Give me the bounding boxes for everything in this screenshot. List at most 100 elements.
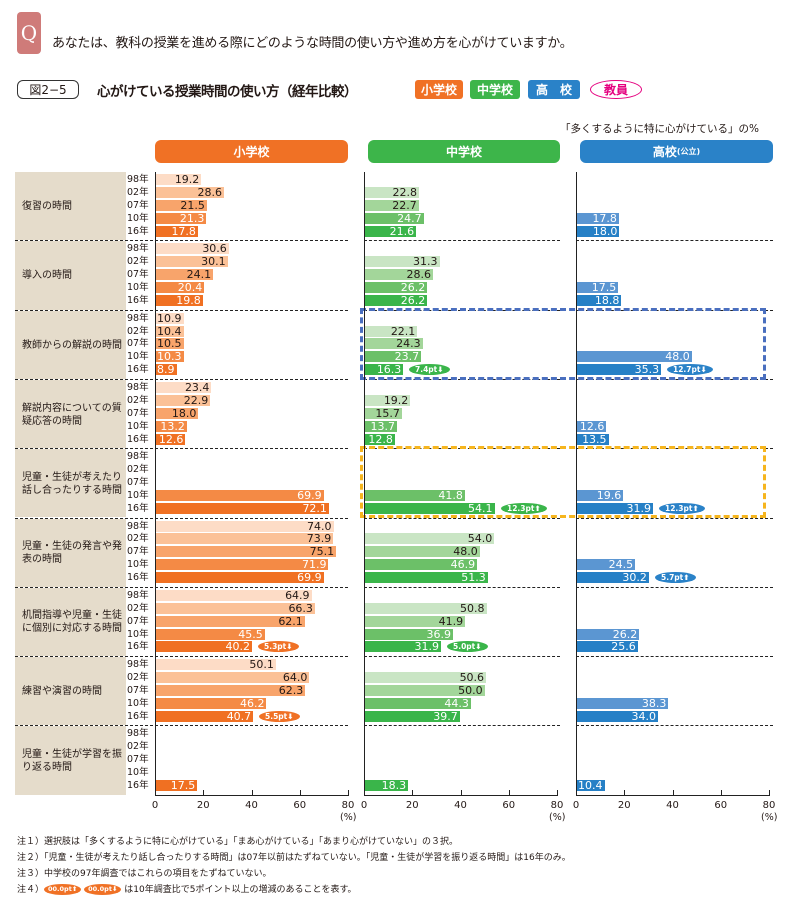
x-tick — [557, 790, 558, 795]
x-tick-label: 60 — [714, 800, 728, 811]
category-label: 教師からの解説の時間 — [22, 339, 122, 351]
category-label: 導入の時間 — [22, 270, 72, 282]
column-header-label: 小学校 — [233, 145, 270, 159]
year-label: 02年 — [127, 256, 149, 268]
x-tick — [412, 790, 414, 795]
bar-m-02: 22.8 — [364, 186, 419, 198]
figure-number: 図2−5 — [17, 80, 79, 99]
year-label: 07年 — [127, 684, 149, 696]
bar-m-07: 28.6 — [364, 269, 433, 281]
year-label: 16年 — [127, 641, 149, 653]
bar-m-16: 12.8 — [364, 433, 395, 445]
x-tick-label: 20 — [196, 800, 210, 811]
bar-e-07: 62.1 — [155, 615, 305, 627]
bar-e-02: 30.1 — [155, 256, 228, 268]
year-label: 16年 — [127, 433, 149, 445]
note-1: 注１）選択肢は「多くするように特に心がけている」「まあ心がけている」「あまり心が… — [17, 837, 459, 847]
highlight-box-blue — [360, 307, 766, 380]
category-label: 復習の時間 — [22, 201, 72, 213]
x-tick-label: 60 — [293, 800, 307, 811]
year-label: 10年 — [127, 559, 149, 571]
bar-e-98: 23.4 — [155, 381, 212, 393]
bar-m-16: 18.3 — [364, 780, 409, 791]
notes: 注１）選択肢は「多くするように特に心がけている」「まあ心がけている」「あまり心が… — [17, 834, 571, 898]
x-tick-label: 40 — [245, 800, 258, 811]
bar-m-16: 54.1 — [364, 502, 495, 514]
bar-e-02: 66.3 — [155, 602, 315, 614]
row-separator — [15, 725, 348, 727]
bar-m-10: 26.2 — [364, 282, 428, 293]
x-tick — [460, 790, 462, 795]
x-tick-label: 80 — [550, 800, 564, 811]
x-tick-label: 60 — [502, 800, 516, 811]
bar-h-16: 30.2 — [576, 572, 649, 584]
year-label: 10年 — [127, 767, 149, 779]
bar-h-16: 18.0 — [576, 225, 620, 237]
year-label: 02年 — [127, 602, 149, 614]
year-label: 98年 — [127, 728, 149, 740]
year-label: 98年 — [127, 381, 149, 393]
year-label: 07年 — [127, 615, 149, 627]
bar-e-16: 72.1 — [155, 502, 329, 514]
bar-h-16: 18.8 — [576, 294, 622, 306]
bar-e-16: 40.2 — [155, 641, 252, 653]
year-label: 10年 — [127, 351, 149, 363]
year-label: 10年 — [127, 489, 149, 501]
bar-h-10: 38.3 — [576, 697, 669, 709]
x-tick — [720, 790, 722, 795]
bar-m-02: 19.2 — [364, 394, 411, 406]
column-header-middle: 中学校 — [368, 140, 560, 163]
year-label: 07年 — [127, 477, 149, 488]
category-cell — [15, 518, 126, 587]
x-axis-line — [155, 795, 349, 796]
bar-e-16: 40.7 — [155, 710, 254, 722]
bar-h-10: 17.5 — [576, 282, 619, 293]
x-tick — [508, 790, 510, 795]
bar-e-16: 69.9 — [155, 572, 324, 584]
x-tick — [251, 790, 253, 795]
bar-h-16: 31.9 — [576, 502, 653, 514]
note-2: 注２）「児童・生徒が考えたり話し合ったりする時間」は07年以前はたずねていない。… — [17, 853, 571, 863]
note-4: 注４） 00.0pt⬆ 00.0pt⬇ は10年調査比で5ポイント以上の増減のある… — [17, 882, 571, 898]
x-tick-label: 40 — [454, 800, 467, 811]
bar-e-07: 18.0 — [155, 407, 199, 419]
bar-e-16: 8.9 — [155, 363, 177, 377]
year-label: 02年 — [127, 533, 149, 545]
bar-h-10: 24.5 — [576, 559, 636, 571]
year-label: 10年 — [127, 212, 149, 224]
bar-e-07: 75.1 — [155, 546, 337, 558]
change-badge: 7.4pt⬇ — [409, 364, 450, 376]
year-label: 16年 — [127, 710, 149, 722]
category-label: 児童・生徒が考えたり話し合ったりする時間 — [22, 471, 122, 496]
bar-h-10: 17.8 — [576, 212, 619, 224]
year-label: 07年 — [127, 269, 149, 281]
row-separator — [364, 240, 560, 242]
year-label: 16年 — [127, 780, 149, 791]
category-label: 解説内容についての質疑応答の時間 — [22, 402, 122, 427]
x-tick — [299, 790, 301, 795]
bar-e-16: 19.8 — [155, 294, 203, 306]
bar-e-07: 24.1 — [155, 269, 214, 281]
x-tick-label: 80 — [762, 800, 776, 811]
bar-h-16: 13.5 — [576, 433, 609, 445]
row-separator — [15, 586, 348, 588]
bar-h-10: 48.0 — [576, 351, 692, 363]
year-label: 02年 — [127, 741, 149, 753]
bar-m-16: 39.7 — [364, 710, 460, 722]
category-label: 児童・生徒の発言や発表の時間 — [22, 541, 122, 566]
bar-h-16: 10.4 — [576, 779, 605, 792]
bar-m-16: 16.3 — [364, 364, 404, 376]
bar-e-02: 64.0 — [155, 672, 310, 683]
row-separator — [576, 656, 773, 658]
tag-elementary: 小学校 — [415, 80, 463, 99]
category-cell — [15, 587, 126, 657]
year-label: 98年 — [127, 312, 149, 324]
change-badge: 5.3pt⬇ — [258, 641, 299, 653]
change-badge: 5.7pt⬆ — [655, 572, 696, 584]
change-badge: 12.7pt⬇ — [667, 364, 713, 376]
y-axis-line — [155, 172, 156, 795]
bar-e-16: 12.6 — [155, 433, 186, 445]
bar-e-98: 64.9 — [155, 589, 312, 601]
bar-e-10: 69.9 — [155, 489, 324, 501]
bar-h-16: 25.6 — [576, 641, 638, 653]
